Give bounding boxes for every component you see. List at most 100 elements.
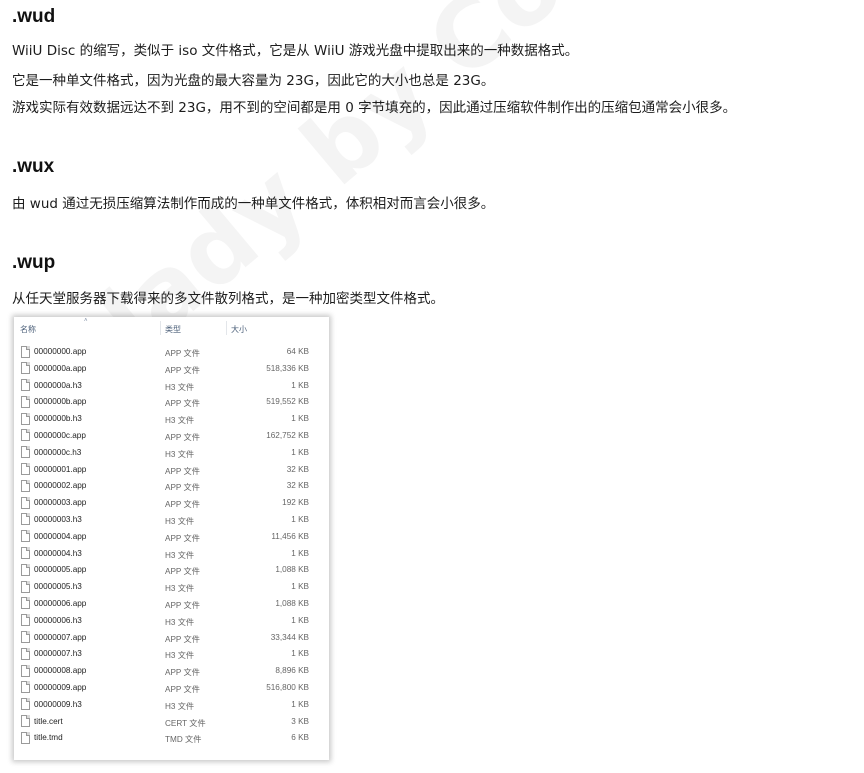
file-size: 519,552 KB xyxy=(266,397,309,407)
file-size: 1 KB xyxy=(291,548,309,558)
file-name: 00000005.app xyxy=(34,565,87,575)
file-icon xyxy=(21,429,30,442)
file-row[interactable]: 00000004.app APP 文件 11,456 KB xyxy=(14,529,329,546)
file-row[interactable]: 0000000b.app APP 文件 519,552 KB xyxy=(14,394,329,411)
file-type: APP 文件 xyxy=(165,432,200,442)
file-type: H3 文件 xyxy=(165,651,195,661)
file-row[interactable]: 0000000a.h3 H3 文件 1 KB xyxy=(14,378,329,395)
wud-line-1: WiiU Disc 的缩写，类似于 iso 文件格式，它是从 WiiU 游戏光盘… xyxy=(12,43,579,59)
file-type: APP 文件 xyxy=(165,349,200,358)
file-name: 00000009.app xyxy=(34,682,87,692)
file-size: 11,456 KB xyxy=(271,531,309,541)
file-name: 00000000.app xyxy=(34,347,87,356)
file-size: 1 KB xyxy=(291,447,309,457)
file-row[interactable]: 00000009.h3 H3 文件 1 KB xyxy=(14,697,329,714)
file-size: 1 KB xyxy=(291,514,309,524)
file-row[interactable]: 00000004.h3 H3 文件 1 KB xyxy=(14,546,329,563)
file-size: 1,088 KB xyxy=(275,565,309,575)
column-divider[interactable] xyxy=(160,321,161,335)
file-type: APP 文件 xyxy=(165,634,200,644)
wux-heading: .wux xyxy=(12,156,55,177)
file-icon xyxy=(21,479,30,492)
file-name: 00000005.h3 xyxy=(34,582,82,592)
file-row[interactable]: 00000006.h3 H3 文件 1 KB xyxy=(14,613,329,630)
file-row[interactable]: 00000003.app APP 文件 192 KB xyxy=(14,495,329,512)
wux-line-1: 由 wud 通过无损压缩算法制作而成的一种单文件格式，体积相对而言会小很多。 xyxy=(12,196,495,212)
file-size: 1 KB xyxy=(291,380,309,390)
file-type: H3 文件 xyxy=(165,701,195,711)
file-row[interactable]: 00000001.app APP 文件 32 KB xyxy=(14,462,329,479)
column-header-size[interactable]: 大小 xyxy=(231,325,247,334)
file-size: 32 KB xyxy=(286,481,309,491)
file-size: 1 KB xyxy=(291,699,309,709)
file-size: 1 KB xyxy=(291,582,309,592)
file-row[interactable]: 00000009.app APP 文件 516,800 KB xyxy=(14,680,329,697)
file-row[interactable]: 0000000c.app APP 文件 162,752 KB xyxy=(14,428,329,445)
file-icon xyxy=(21,664,30,677)
file-type: APP 文件 xyxy=(165,600,200,610)
file-name: 0000000a.app xyxy=(34,363,87,373)
file-type: H3 文件 xyxy=(165,617,195,627)
file-size: 192 KB xyxy=(282,498,309,508)
file-name: 00000007.h3 xyxy=(34,649,82,659)
file-icon xyxy=(21,362,30,375)
file-row[interactable]: 0000000b.h3 H3 文件 1 KB xyxy=(14,411,329,428)
file-row[interactable]: 00000008.app APP 文件 8,896 KB xyxy=(14,663,329,680)
file-type: H3 文件 xyxy=(165,382,195,392)
file-row[interactable]: title.tmd TMD 文件 6 KB xyxy=(14,730,329,747)
file-icon xyxy=(21,647,30,660)
column-header-type[interactable]: 类型 xyxy=(165,325,181,334)
file-row[interactable]: title.cert CERT 文件 3 KB xyxy=(14,714,329,731)
file-type: APP 文件 xyxy=(165,365,200,375)
file-icon xyxy=(21,496,30,509)
column-divider[interactable] xyxy=(226,321,227,335)
file-row[interactable]: 00000003.h3 H3 文件 1 KB xyxy=(14,512,329,529)
file-icon xyxy=(21,614,30,627)
file-list-screenshot: 名称 ˄ 类型 大小 00000000.app APP 文件 64 KB 000000… xyxy=(14,317,329,760)
file-name: 00000007.app xyxy=(34,632,87,642)
file-type: H3 文件 xyxy=(165,449,195,459)
file-row[interactable]: 00000000.app APP 文件 64 KB xyxy=(14,344,329,361)
file-type: H3 文件 xyxy=(165,516,195,526)
file-icon xyxy=(21,698,30,711)
file-type: APP 文件 xyxy=(165,466,200,476)
file-icon xyxy=(21,463,30,476)
file-row[interactable]: 00000006.app APP 文件 1,088 KB xyxy=(14,596,329,613)
file-name: 0000000b.app xyxy=(34,397,87,407)
file-row[interactable]: 00000007.h3 H3 文件 1 KB xyxy=(14,646,329,663)
file-type: APP 文件 xyxy=(165,483,200,493)
file-row[interactable]: 00000005.app APP 文件 1,088 KB xyxy=(14,562,329,579)
file-name: 00000003.app xyxy=(34,498,87,508)
file-row[interactable]: 0000000a.app APP 文件 518,336 KB xyxy=(14,361,329,378)
sort-ascending-icon: ˄ xyxy=(84,318,88,324)
file-icon xyxy=(21,681,30,694)
file-size: 1,088 KB xyxy=(275,598,309,608)
file-type: APP 文件 xyxy=(165,399,200,409)
file-type: H3 文件 xyxy=(165,416,195,426)
file-icon xyxy=(21,530,30,543)
file-name: 00000006.h3 xyxy=(34,615,82,625)
file-size: 1 KB xyxy=(291,649,309,659)
file-row[interactable]: 00000007.app APP 文件 33,344 KB xyxy=(14,630,329,647)
file-row[interactable]: 00000002.app APP 文件 32 KB xyxy=(14,478,329,495)
file-type: APP 文件 xyxy=(165,500,200,510)
file-type: APP 文件 xyxy=(165,684,200,694)
file-name: 00000002.app xyxy=(34,481,87,491)
file-type: APP 文件 xyxy=(165,533,200,543)
file-row[interactable]: 00000005.h3 H3 文件 1 KB xyxy=(14,579,329,596)
file-icon xyxy=(21,597,30,610)
file-name: 00000003.h3 xyxy=(34,514,82,524)
file-icon xyxy=(21,731,30,744)
file-name: 00000004.h3 xyxy=(34,548,82,558)
file-type: H3 文件 xyxy=(165,584,195,594)
file-size: 33,344 KB xyxy=(270,632,309,642)
file-row[interactable]: 0000000c.h3 H3 文件 1 KB xyxy=(14,445,329,462)
file-name: 00000008.app xyxy=(34,666,87,676)
column-header-name[interactable]: 名称 xyxy=(20,325,36,334)
column-header-row: 名称 ˄ 类型 大小 xyxy=(14,317,329,339)
file-name: title.tmd xyxy=(34,733,63,743)
file-type: H3 文件 xyxy=(165,550,195,560)
file-type: CERT 文件 xyxy=(165,718,206,728)
file-icon xyxy=(21,513,30,526)
